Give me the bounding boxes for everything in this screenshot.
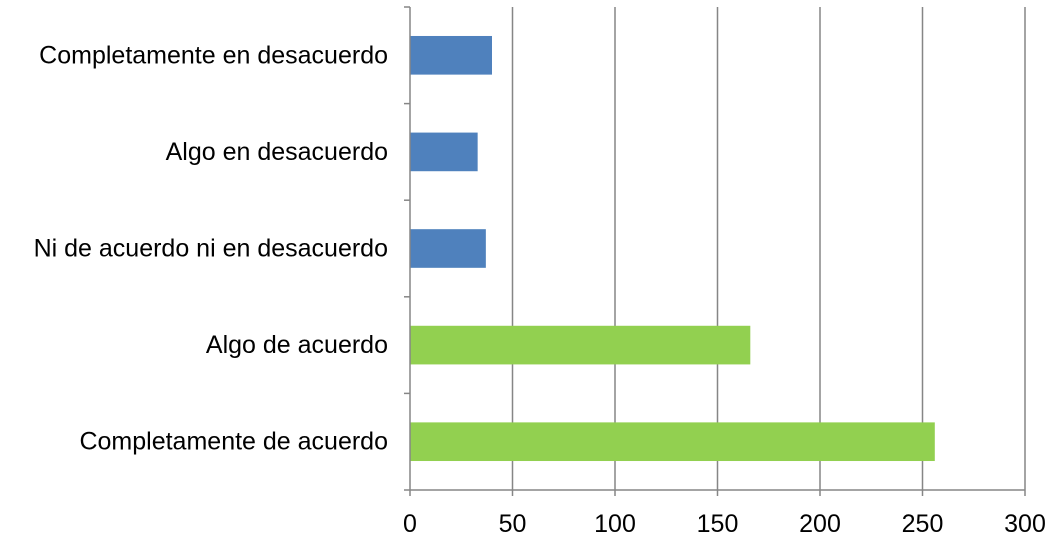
x-tick-labels: 0 50 100 150 200 250 300	[403, 510, 1046, 535]
category-label: Algo en desacuerdo	[166, 138, 388, 166]
bar-1	[410, 132, 478, 172]
category-label: Ni de acuerdo ni en desacuerdo	[34, 235, 388, 263]
gridlines	[511, 7, 1026, 490]
x-tick-label: 200	[799, 510, 841, 535]
bar-3	[410, 325, 751, 365]
bars	[410, 35, 935, 462]
axes	[404, 6, 1026, 496]
x-tick-label: 250	[902, 510, 944, 535]
category-label: Completamente de acuerdo	[79, 428, 388, 456]
bar-4	[410, 422, 935, 462]
bar-2	[410, 229, 486, 268]
category-label: Completamente en desacuerdo	[39, 41, 388, 69]
category-label: Algo de acuerdo	[206, 331, 388, 359]
x-tick-label: 50	[499, 510, 527, 535]
x-tick-label: 150	[697, 510, 739, 535]
x-tick-label: 0	[403, 510, 417, 535]
bar-0	[410, 35, 492, 75]
x-tick-label: 300	[1004, 510, 1046, 535]
category-labels: Completamente en desacuerdo Algo en desac…	[34, 41, 388, 455]
x-tick-label: 100	[594, 510, 636, 535]
